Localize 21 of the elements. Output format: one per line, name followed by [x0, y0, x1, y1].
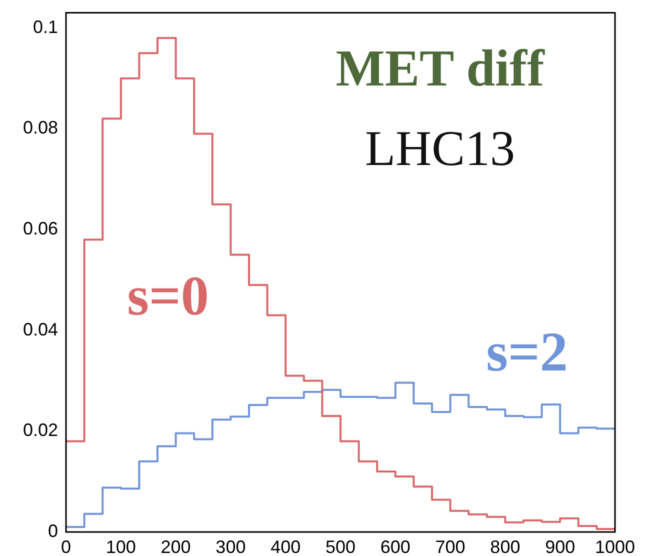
y-tick-label: 0.06 [22, 218, 58, 239]
series-label: s=0 [127, 265, 209, 328]
x-tick-label: 700 [435, 536, 466, 556]
annotation: MET diff [336, 40, 545, 98]
y-tick-label: 0.1 [32, 16, 58, 37]
x-tick-label: 400 [270, 536, 301, 556]
x-tick-label: 0 [60, 536, 72, 556]
series-label: s=2 [486, 321, 568, 384]
x-tick-label: 100 [106, 536, 136, 556]
y-tick-label: 0.04 [22, 319, 58, 340]
x-tick-label: 300 [216, 536, 246, 556]
x-tick-label: 500 [325, 536, 356, 556]
y-tick-label: 0.02 [22, 420, 58, 440]
y-tick-label: 0 [48, 520, 58, 541]
annotation: LHC13 [365, 120, 515, 176]
x-tick-label: 900 [545, 536, 576, 556]
x-tick-label: 200 [160, 536, 191, 556]
x-tick-label: 800 [490, 536, 520, 556]
x-tick-label: 1000 [594, 536, 636, 556]
x-tick-label: 600 [380, 536, 410, 556]
y-tick-label: 0.08 [22, 118, 58, 138]
